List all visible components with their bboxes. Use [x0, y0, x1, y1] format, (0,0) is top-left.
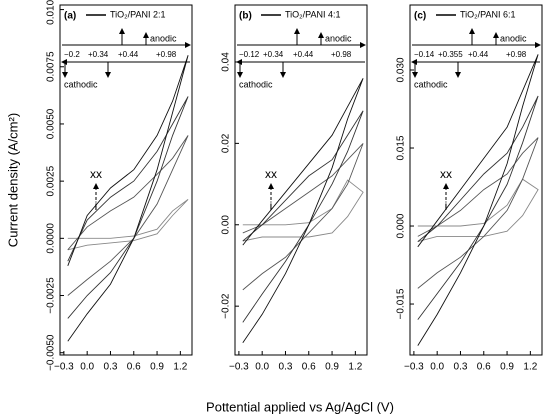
- y-tick-label: 0.030: [396, 57, 407, 82]
- potential-label: +0.34: [263, 50, 284, 59]
- y-axis-label: Current density (A/cm²): [5, 113, 20, 247]
- anodic-label: anodic: [325, 33, 352, 43]
- potential-label: +0.44: [293, 50, 314, 59]
- cv-curve: [242, 179, 364, 242]
- cycle-first-label: i: [445, 199, 448, 213]
- cv-curve: [67, 135, 189, 296]
- cycle-last-label: xx: [265, 167, 277, 181]
- potential-label: +0.355: [438, 50, 463, 59]
- plot-frame: [234, 4, 368, 356]
- cv-curve: [67, 55, 189, 342]
- y-tick-label: −0.015: [396, 288, 407, 319]
- y-tick-label: 0.0025: [46, 165, 57, 196]
- x-tick-label: −0.3: [404, 362, 424, 373]
- cycle-last-label: xx: [440, 167, 452, 181]
- potential-label: +0.44: [468, 50, 489, 59]
- potential-label: +0.44: [118, 50, 139, 59]
- x-axis-label: Pottential applied vs Ag/AgCl (V): [206, 399, 394, 414]
- y-tick-label: 0.00: [221, 215, 232, 235]
- x-tick-label: 0.6: [127, 362, 141, 373]
- cathodic-label: cathodic: [64, 79, 98, 89]
- anodic-label: anodic: [500, 33, 527, 43]
- potential-label: −0.14: [414, 50, 435, 59]
- x-tick-label: 0.9: [500, 362, 514, 373]
- x-tick-label: 0.3: [279, 362, 293, 373]
- x-tick-label: 0.6: [477, 362, 491, 373]
- y-tick-label: 0.0075: [46, 51, 57, 82]
- y-tick-label: 0.04: [221, 52, 232, 72]
- plot-frame: [409, 4, 543, 356]
- legend-label: TiO₂/PANI 4:1: [285, 9, 341, 19]
- x-tick-label: 0.9: [150, 362, 164, 373]
- cathodic-label: cathodic: [414, 79, 448, 89]
- potential-label: −0.2: [64, 50, 80, 59]
- cycle-last-label: xx: [90, 167, 102, 181]
- y-tick-label: 0.000: [396, 213, 407, 238]
- potential-label: +0.98: [156, 50, 177, 59]
- panel-title: (a): [64, 11, 76, 22]
- y-tick-label: 0.02: [221, 133, 232, 153]
- potential-label: −0.12: [239, 50, 260, 59]
- cycle-first-label: i: [95, 199, 98, 213]
- cv-curve: [417, 95, 539, 320]
- x-tick-label: 0.0: [80, 362, 94, 373]
- cv-curve: [242, 110, 364, 323]
- y-tick-label: −0.02: [221, 293, 232, 319]
- cv-curve: [242, 143, 364, 291]
- panel-title: (b): [239, 11, 252, 22]
- y-tick-label: 0.0000: [46, 223, 57, 254]
- x-tick-label: 0.0: [430, 362, 444, 373]
- cathodic-label: cathodic: [239, 79, 273, 89]
- x-tick-label: −0.3: [229, 362, 249, 373]
- cv-curve: [417, 137, 539, 289]
- y-tick-label: 0.015: [396, 135, 407, 160]
- cv-curve: [67, 199, 189, 251]
- x-tick-label: 1.2: [523, 362, 537, 373]
- potential-label: +0.98: [506, 50, 527, 59]
- panel-title: (c): [414, 11, 426, 22]
- cv-curve: [242, 78, 364, 344]
- cv-curve: [417, 178, 539, 243]
- cv-curve: [417, 54, 539, 346]
- cycle-first-label: i: [270, 199, 273, 213]
- x-tick-label: 0.3: [454, 362, 468, 373]
- x-tick-label: 0.0: [255, 362, 269, 373]
- y-tick-label: 0.0100: [46, 0, 57, 25]
- anodic-label: anodic: [150, 33, 177, 43]
- x-tick-label: 0.9: [325, 362, 339, 373]
- legend-label: TiO₂/PANI 6:1: [460, 9, 516, 19]
- cv-curve: [67, 96, 189, 319]
- x-tick-label: −0.3: [54, 362, 74, 373]
- x-tick-label: 1.2: [348, 362, 362, 373]
- potential-label: +0.98: [331, 50, 352, 59]
- y-tick-label: −0.0025: [46, 277, 57, 314]
- x-tick-label: 1.2: [173, 362, 187, 373]
- x-tick-label: 0.6: [302, 362, 316, 373]
- potential-label: +0.34: [88, 50, 109, 59]
- plot-frame: [59, 4, 193, 356]
- x-tick-label: 0.3: [104, 362, 118, 373]
- legend-label: TiO₂/PANI 2:1: [110, 9, 166, 19]
- y-tick-label: 0.0050: [46, 108, 57, 139]
- y-tick-label: −0.0050: [46, 334, 57, 371]
